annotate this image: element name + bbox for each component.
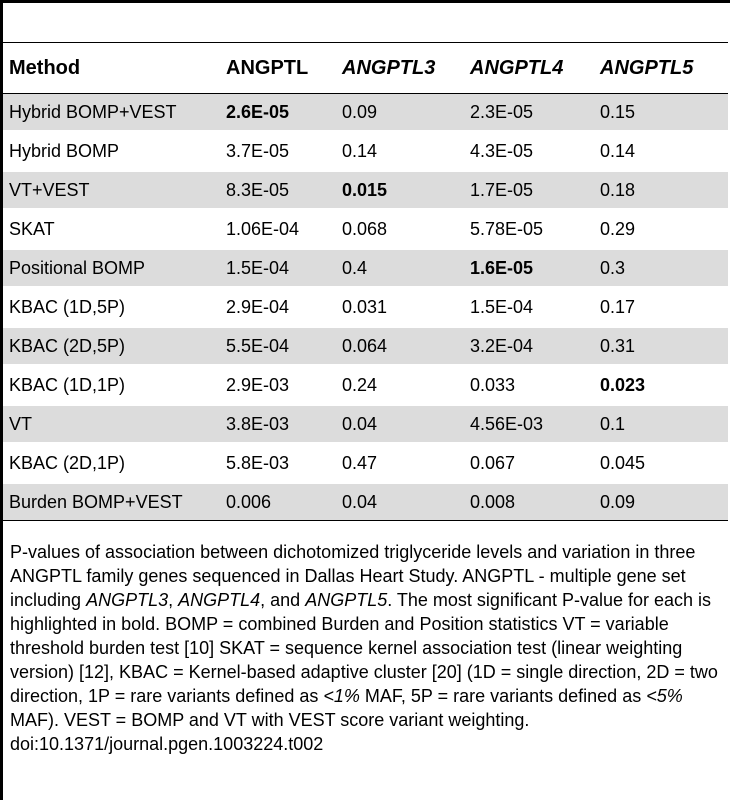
caption-gene-angptl3: ANGPTL3	[86, 590, 169, 610]
cell-angptl: 3.8E-03	[226, 414, 290, 434]
table-row: Hybrid BOMP 3.7E-05 0.14 4.3E-05 0.14	[3, 133, 728, 169]
cell-angptl5: 0.31	[600, 336, 636, 356]
cell-angptl3: 0.064	[342, 336, 388, 356]
cell-method: VT+VEST	[9, 180, 90, 200]
cell-angptl5: 0.3	[600, 258, 626, 278]
caption-part1: P-values of association between dichotom…	[10, 542, 696, 610]
table-row: KBAC (2D,1P) 5.8E-03 0.47 0.067 0.045	[3, 445, 728, 481]
table-bottom-rule	[3, 520, 728, 521]
caption-sep2: , and	[260, 590, 306, 610]
caption-sep1: ,	[168, 590, 179, 610]
cell-angptl3: 0.24	[342, 375, 378, 395]
cell-method: KBAC (2D,1P)	[9, 453, 126, 473]
cell-angptl4: 1.5E-04	[470, 297, 534, 317]
cell-method: Positional BOMP	[9, 258, 146, 278]
cell-angptl4: 3.2E-04	[470, 336, 534, 356]
cell-angptl: 0.006	[226, 492, 272, 512]
cell-angptl4: 4.56E-03	[470, 414, 544, 434]
frame-left-border	[0, 0, 3, 800]
table-row: Positional BOMP 1.5E-04 0.4 1.6E-05 0.3	[3, 250, 728, 286]
table-row: Hybrid BOMP+VEST 2.6E-05 0.09 2.3E-05 0.15	[3, 94, 728, 130]
cell-angptl5: 0.17	[600, 297, 636, 317]
cell-method: KBAC (1D,5P)	[9, 297, 126, 317]
cell-angptl4: 1.6E-05	[470, 258, 534, 278]
cell-angptl4: 5.78E-05	[470, 219, 544, 239]
table-row: KBAC (2D,5P) 5.5E-04 0.064 3.2E-04 0.31	[3, 328, 728, 364]
caption-text: P-values of association between dichotom…	[10, 540, 722, 732]
cell-method: KBAC (2D,5P)	[9, 336, 126, 356]
header-angptl5: ANGPTL5	[600, 57, 694, 79]
caption-threshold-5pct: <5%	[646, 686, 683, 706]
cell-angptl5: 0.15	[600, 102, 636, 122]
cell-angptl4: 0.067	[470, 453, 516, 473]
caption-threshold-1pct: <1%	[323, 686, 360, 706]
cell-angptl4: 0.033	[470, 375, 516, 395]
cell-angptl4: 1.7E-05	[470, 180, 534, 200]
cell-angptl3: 0.09	[342, 102, 378, 122]
cell-angptl3: 0.04	[342, 492, 378, 512]
frame-top-border	[0, 0, 730, 3]
cell-method: SKAT	[9, 219, 55, 239]
cell-angptl: 2.6E-05	[226, 102, 290, 122]
caption-part3: MAF, 5P = rare variants defined as	[359, 686, 647, 706]
cell-angptl4: 2.3E-05	[470, 102, 534, 122]
table-body: Hybrid BOMP+VEST 2.6E-05 0.09 2.3E-05 0.15 Hy…	[3, 94, 728, 523]
table-row: VT+VEST 8.3E-05 0.015 1.7E-05 0.18	[3, 172, 728, 208]
cell-angptl: 5.5E-04	[226, 336, 290, 356]
cell-angptl5: 0.023	[600, 375, 646, 395]
cell-method: Hybrid BOMP	[9, 141, 120, 161]
cell-angptl: 2.9E-03	[226, 375, 290, 395]
header-bottom-rule	[3, 93, 728, 94]
cell-method: Hybrid BOMP+VEST	[9, 102, 177, 122]
caption-doi[interactable]: doi:10.1371/journal.pgen.1003224.t002	[10, 734, 324, 754]
cell-method: Burden BOMP+VEST	[9, 492, 183, 512]
cell-angptl3: 0.068	[342, 219, 388, 239]
caption-part4: MAF). VEST = BOMP and VT with VEST score…	[10, 710, 530, 730]
table-caption: P-values of association between dichotom…	[10, 540, 722, 756]
cell-angptl: 2.9E-04	[226, 297, 290, 317]
caption-gene-angptl5: ANGPTL5	[305, 590, 388, 610]
cell-angptl5: 0.1	[600, 414, 626, 434]
cell-angptl3: 0.031	[342, 297, 388, 317]
cell-angptl: 1.06E-04	[226, 219, 300, 239]
table-header-row: Method ANGPTL ANGPTL3 ANGPTL4 ANGPTL5	[3, 43, 728, 93]
cell-angptl5: 0.14	[600, 141, 636, 161]
header-top-rule	[3, 42, 728, 43]
cell-angptl3: 0.47	[342, 453, 378, 473]
cell-angptl5: 0.29	[600, 219, 636, 239]
header-angptl: ANGPTL	[226, 57, 309, 79]
cell-angptl4: 4.3E-05	[470, 141, 534, 161]
table-row: VT 3.8E-03 0.04 4.56E-03 0.1	[3, 406, 728, 442]
table-row: SKAT 1.06E-04 0.068 5.78E-05 0.29	[3, 211, 728, 247]
header-angptl3: ANGPTL3	[342, 57, 436, 79]
cell-angptl5: 0.09	[600, 492, 636, 512]
cell-angptl3: 0.015	[342, 180, 388, 200]
cell-method: KBAC (1D,1P)	[9, 375, 126, 395]
cell-angptl4: 0.008	[470, 492, 516, 512]
header-method: Method	[9, 57, 81, 79]
cell-angptl3: 0.4	[342, 258, 368, 278]
caption-part2: . The most significant P-value for each …	[10, 590, 718, 706]
cell-angptl5: 0.045	[600, 453, 646, 473]
cell-angptl3: 0.04	[342, 414, 378, 434]
table-row: KBAC (1D,1P) 2.9E-03 0.24 0.033 0.023	[3, 367, 728, 403]
cell-angptl: 3.7E-05	[226, 141, 290, 161]
cell-angptl3: 0.14	[342, 141, 378, 161]
cell-angptl: 1.5E-04	[226, 258, 290, 278]
table-row: KBAC (1D,5P) 2.9E-04 0.031 1.5E-04 0.17	[3, 289, 728, 325]
header-angptl4: ANGPTL4	[470, 57, 564, 79]
table-row: Burden BOMP+VEST 0.006 0.04 0.008 0.09	[3, 484, 728, 520]
cell-angptl: 5.8E-03	[226, 453, 290, 473]
caption-gene-angptl4: ANGPTL4	[178, 590, 261, 610]
cell-method: VT	[9, 414, 33, 434]
cell-angptl: 8.3E-05	[226, 180, 290, 200]
cell-angptl5: 0.18	[600, 180, 636, 200]
